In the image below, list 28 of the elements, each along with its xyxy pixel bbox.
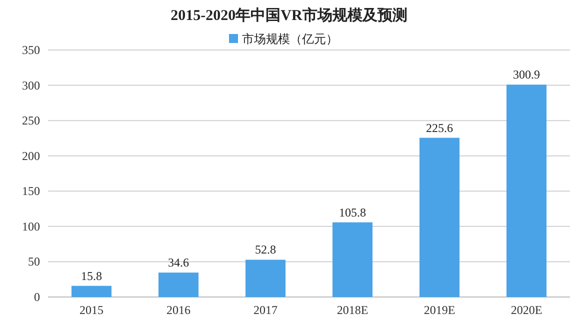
chart-title: 2015-2020年中国VR市场规模及预测 — [170, 6, 408, 24]
x-tick-label: 2020E — [510, 303, 542, 317]
data-label: 105.8 — [339, 205, 366, 220]
data-label: 52.8 — [255, 242, 276, 257]
y-tick-label: 150 — [22, 184, 40, 198]
bar — [332, 222, 373, 297]
y-tick-label: 200 — [22, 148, 40, 163]
y-tick-label: 50 — [28, 254, 40, 269]
bar — [506, 84, 547, 297]
y-tick-label: 0 — [34, 290, 40, 304]
bar — [158, 272, 199, 297]
x-tick-label: 2018E — [336, 303, 368, 317]
y-tick-label: 100 — [22, 219, 40, 234]
x-tick-label: 2019E — [424, 303, 456, 317]
y-tick-label: 250 — [22, 114, 40, 128]
y-tick-label: 350 — [22, 43, 40, 57]
data-label: 34.6 — [168, 256, 189, 270]
bar — [419, 138, 460, 297]
legend-label: 市场规模（亿元） — [242, 32, 338, 46]
data-label: 300.9 — [513, 68, 540, 82]
y-tick-label: 300 — [22, 78, 40, 92]
x-tick-label: 2016 — [166, 303, 190, 317]
data-label: 15.8 — [81, 268, 102, 283]
x-tick-label: 2017 — [254, 303, 278, 317]
data-label: 225.6 — [426, 120, 453, 135]
bar — [71, 286, 112, 297]
x-tick-label: 2015 — [80, 303, 104, 317]
bar — [245, 260, 286, 297]
